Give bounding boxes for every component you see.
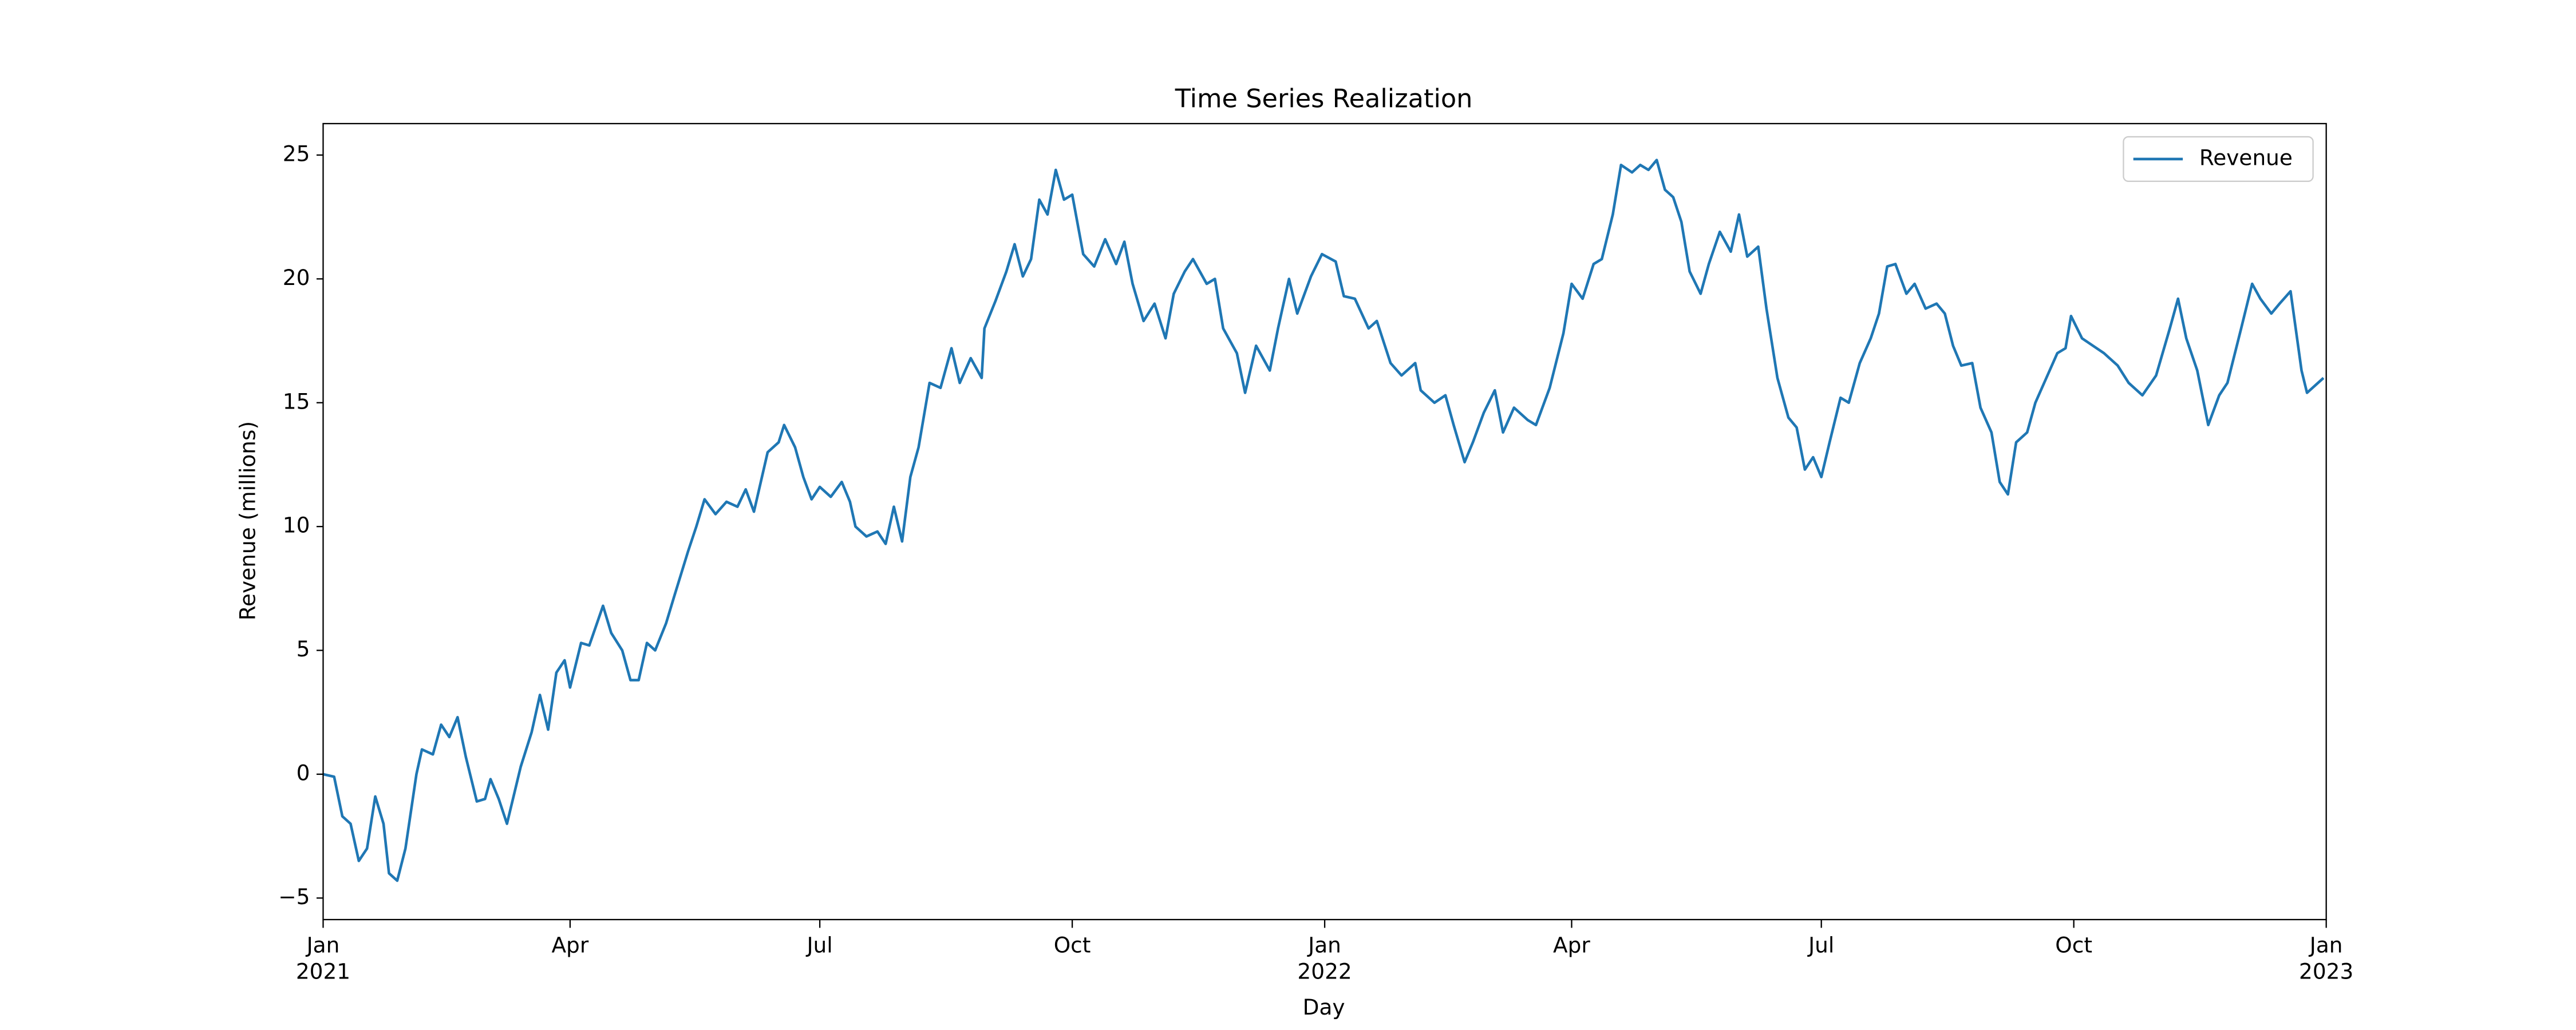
x-tick-label: Apr	[551, 934, 589, 960]
legend-box	[2123, 136, 2314, 182]
x-tick-label: Oct	[2055, 934, 2093, 960]
x-axis-label: Day	[1303, 995, 1345, 1020]
x-tick-label: Jan 2022	[1297, 934, 1352, 986]
y-tick-label: 25	[283, 141, 310, 166]
y-tick-label: −5	[278, 884, 310, 909]
y-tick-label: 10	[283, 513, 310, 538]
y-tick-label: 20	[283, 265, 310, 290]
y-axis-label: Revenue (millions)	[235, 421, 260, 620]
line-series	[322, 159, 2325, 882]
x-tick-label: Oct	[1053, 934, 1091, 960]
y-tick-label: 15	[283, 389, 310, 414]
plot-frame	[322, 122, 2327, 921]
x-tick-label: Apr	[1553, 934, 1590, 960]
y-tick-label: 0	[297, 760, 310, 785]
x-tick-label: Jul	[1808, 934, 1835, 960]
x-tick-label: Jul	[807, 934, 833, 960]
x-tick-label: Jan 2021	[295, 934, 351, 986]
legend-label: Revenue	[2199, 145, 2293, 170]
x-tick-label: Jan 2023	[2299, 934, 2354, 986]
y-tick-label: 5	[297, 636, 310, 661]
chart-title: Time Series Realization	[1175, 84, 1473, 114]
